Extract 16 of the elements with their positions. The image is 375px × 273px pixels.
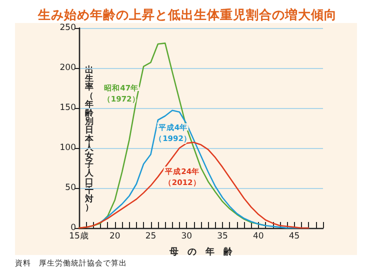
x-tick-label: 15歳	[69, 230, 89, 242]
x-tick-label: 20	[109, 232, 120, 242]
line-series	[78, 142, 310, 229]
chart-title: 生み始め年齢の上昇と低出生体重児割合の増大傾向	[37, 7, 337, 22]
y-tick-label: 150	[60, 103, 76, 113]
x-tick-label: 35	[217, 232, 228, 242]
y-tick-label: 100	[60, 143, 76, 153]
y-tick-label: 250	[60, 23, 76, 33]
x-tick-label: 25	[145, 232, 156, 242]
x-tick-label: 45	[288, 232, 300, 242]
y-tick-label: 0	[70, 223, 76, 233]
x-axis-title: 母 の 年 齢	[168, 246, 234, 258]
x-tick-label: 30	[181, 232, 192, 242]
y-tick-label: 200	[60, 63, 76, 73]
y-tick-label: 50	[65, 183, 76, 193]
x-tick-label: 40	[253, 232, 264, 242]
